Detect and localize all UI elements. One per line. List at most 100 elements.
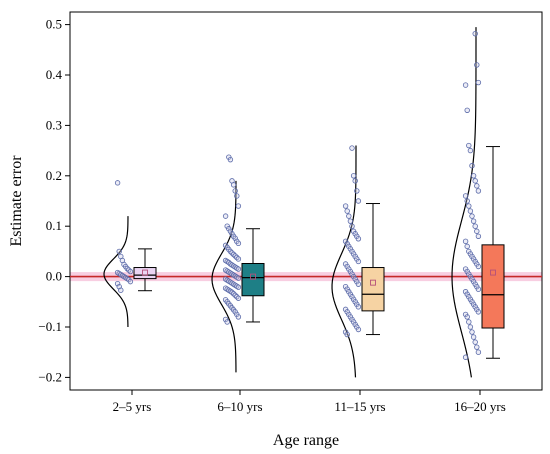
data-point (467, 208, 474, 214)
data-point (466, 203, 472, 209)
data-point (118, 287, 124, 293)
y-tick-label: 0.4 (46, 67, 63, 82)
data-point (470, 173, 477, 179)
data-point (462, 82, 469, 88)
y-tick-label: 0.2 (46, 168, 62, 183)
data-point (114, 180, 121, 186)
group-4 (451, 27, 505, 378)
data-point (469, 213, 475, 219)
data-point (235, 275, 242, 281)
data-point (475, 286, 482, 292)
y-tick-label: −0.1 (38, 319, 62, 334)
data-point (474, 183, 480, 189)
y-tick-label: −0.2 (38, 369, 62, 384)
y-axis: −0.2 −0.1 0.0 0.1 0.2 0.3 0.4 0.5 (38, 17, 70, 384)
data-point (349, 223, 355, 229)
data-point (235, 295, 242, 301)
data-point (464, 314, 470, 320)
data-point (474, 62, 480, 68)
data-point (464, 107, 470, 113)
data-point (235, 314, 242, 320)
data-point (475, 233, 482, 239)
group-1 (103, 180, 157, 328)
data-point (462, 354, 469, 360)
density-curve (103, 216, 129, 328)
y-tick-label: 0.5 (46, 17, 62, 32)
data-point (352, 178, 358, 184)
data-point (127, 278, 134, 285)
data-point (355, 198, 362, 204)
density-curve (451, 27, 477, 378)
data-point (346, 213, 352, 219)
data-point (235, 256, 242, 262)
data-point (344, 331, 350, 338)
data-point (466, 319, 472, 325)
data-point (234, 193, 240, 199)
data-point (235, 240, 242, 247)
data-point (469, 163, 475, 169)
x-tick-label: 11–15 yrs (334, 399, 385, 414)
data-point (475, 188, 482, 194)
data-point (349, 145, 355, 151)
y-tick-label: 0.0 (46, 269, 62, 284)
data-point (472, 178, 478, 184)
mean-marker (142, 269, 148, 276)
data-point (472, 30, 478, 37)
data-point (355, 304, 362, 310)
group-2 (211, 154, 265, 373)
data-point (475, 309, 482, 315)
data-point (222, 213, 229, 219)
data-point (464, 198, 470, 204)
data-point (342, 203, 349, 209)
box (361, 267, 385, 312)
density-curve (211, 180, 237, 373)
data-point (470, 334, 477, 340)
data-point (462, 238, 469, 245)
data-point (472, 223, 478, 229)
data-point (355, 326, 362, 333)
x-tick-label: 16–20 yrs (454, 399, 506, 414)
data-point (469, 329, 475, 335)
density-curve (331, 145, 357, 378)
data-point (467, 324, 474, 330)
data-point (230, 182, 237, 188)
y-tick-label: 0.1 (46, 218, 62, 233)
data-point (347, 218, 354, 224)
data-point (355, 236, 362, 242)
x-tick-label: 2–5 yrs (113, 399, 152, 414)
y-axis-label: Estimate error (8, 155, 25, 247)
box (133, 267, 157, 280)
data-point (235, 284, 242, 290)
x-tick-label: 6–10 yrs (217, 399, 262, 414)
data-point (475, 349, 482, 355)
data-point (464, 243, 470, 250)
groups-layer (103, 27, 505, 378)
data-point (224, 319, 230, 325)
data-point (475, 263, 482, 270)
box (481, 244, 505, 329)
data-point (462, 193, 469, 199)
data-point (354, 188, 360, 194)
data-point (116, 248, 122, 255)
data-point (470, 218, 477, 224)
data-point (466, 142, 472, 149)
data-point (235, 203, 242, 209)
data-point (350, 173, 357, 179)
data-point (235, 266, 242, 272)
box (241, 262, 265, 297)
data-point (232, 188, 238, 194)
group-3 (331, 145, 385, 378)
mean-marker (370, 279, 376, 286)
data-point (127, 268, 134, 275)
x-axis: 2–5 yrs 6–10 yrs 11–15 yrs 16–20 yrs (113, 390, 506, 414)
data-point (227, 156, 234, 163)
data-point (474, 228, 480, 234)
mean-marker (250, 273, 256, 280)
data-point (467, 147, 474, 154)
x-axis-label: Age range (273, 432, 339, 449)
data-point (355, 281, 362, 287)
data-point (355, 258, 362, 265)
y-tick-label: 0.3 (46, 117, 62, 132)
plot-frame (69, 11, 543, 391)
